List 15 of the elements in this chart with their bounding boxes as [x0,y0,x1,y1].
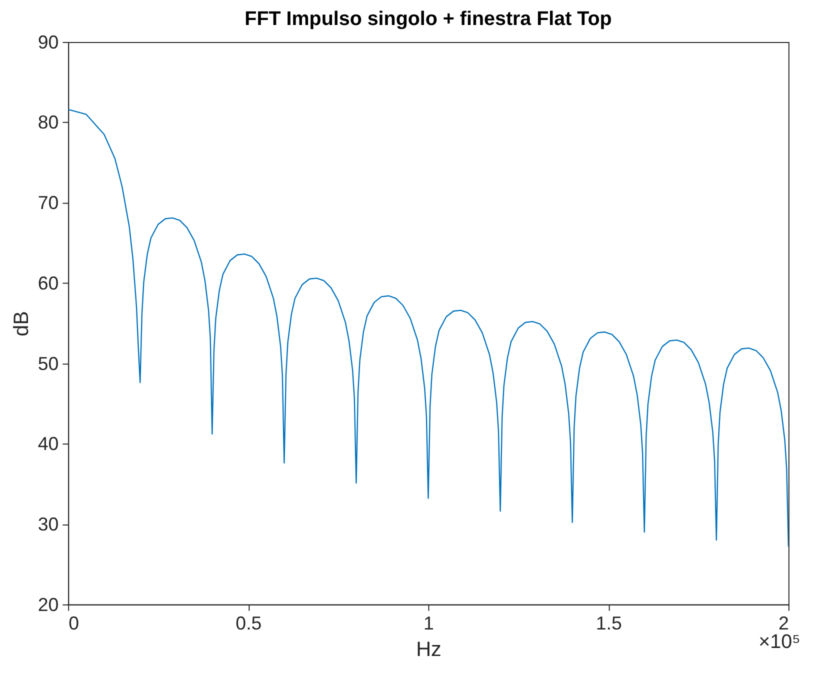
x-tick-label: 0.5 [236,612,262,634]
y-tick-label: 50 [38,352,59,374]
x-tick-label: 1.5 [596,612,622,634]
y-tick-label: 30 [38,513,59,534]
x-tick-label: 1 [424,612,434,634]
y-axis-title: dB [10,311,33,336]
y-tick-label: 60 [38,272,59,294]
y-tick-label: 70 [38,192,59,214]
x-axis-title: Hz [416,638,442,662]
y-tick-label: 40 [38,433,59,454]
y-tick-label: 80 [38,112,59,133]
y-tick-label: 20 [38,594,59,615]
x-tick-label: 0 [68,612,79,634]
y-tick-label: 90 [38,31,59,52]
chart-title: FFT Impulso singolo + finestra Flat Top [244,8,612,30]
